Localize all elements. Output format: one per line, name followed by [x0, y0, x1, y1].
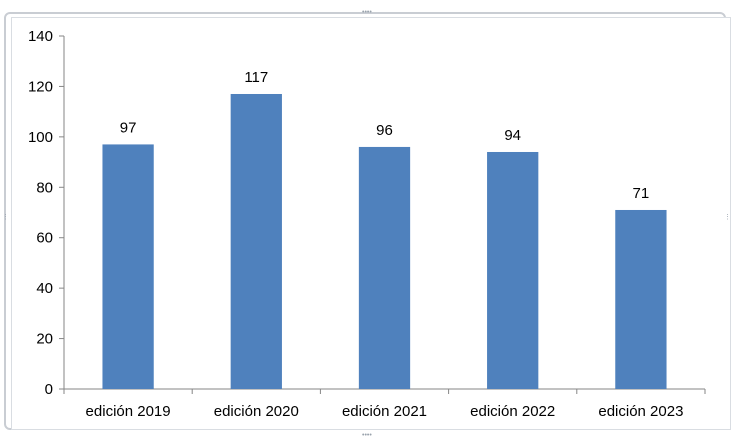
- bar: [487, 151, 539, 389]
- x-category-label: edición 2022: [470, 403, 555, 420]
- y-tick-label: 40: [36, 280, 53, 297]
- y-tick-label: 60: [36, 230, 53, 247]
- bottom-resize-handle[interactable]: ••••: [362, 432, 372, 439]
- y-tick-label: 140: [28, 28, 53, 45]
- bar: [102, 144, 154, 389]
- y-tick-label: 20: [36, 331, 53, 348]
- y-tick-label: 80: [36, 179, 53, 196]
- x-category-label: edición 2020: [214, 403, 299, 420]
- left-resize-handle[interactable]: ⋮: [2, 214, 9, 221]
- y-tick-label: 120: [28, 78, 53, 95]
- bar: [615, 209, 667, 389]
- data-label: 94: [504, 127, 521, 144]
- data-label: 71: [633, 185, 650, 202]
- y-tick-label: 0: [45, 381, 53, 398]
- data-label: 117: [244, 69, 268, 86]
- y-tick-label: 100: [28, 129, 53, 146]
- x-category-label: edición 2023: [598, 403, 683, 420]
- data-label: 96: [376, 122, 393, 139]
- top-resize-handle[interactable]: ••••: [362, 9, 372, 16]
- x-category-label: edición 2021: [342, 403, 427, 420]
- data-label: 97: [120, 119, 137, 136]
- bar: [358, 146, 411, 389]
- right-resize-handle[interactable]: ⋮: [724, 214, 731, 221]
- x-category-label: edición 2019: [86, 403, 171, 420]
- bar: [230, 93, 282, 389]
